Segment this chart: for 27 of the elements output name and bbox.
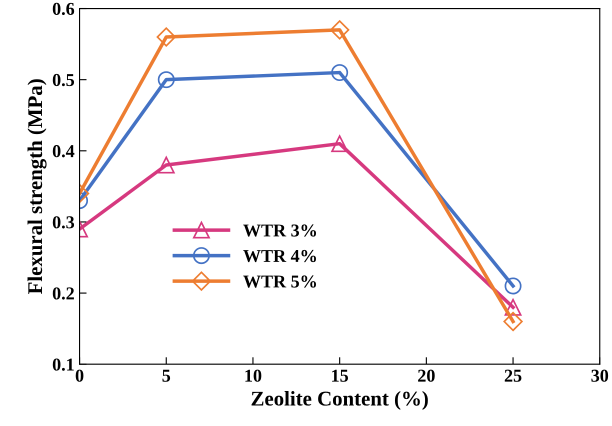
y-tick-label: 0.2 — [52, 287, 74, 300]
y-tick-label: 0.1 — [52, 358, 74, 371]
x-tick-label: 5 — [162, 370, 170, 382]
x-tick-label: 0 — [76, 370, 84, 382]
x-axis-title: Zeolite Content (%) — [252, 391, 428, 410]
point — [504, 278, 522, 294]
point — [331, 64, 348, 82]
point — [331, 135, 348, 152]
x-tick-label: 10 — [245, 370, 262, 382]
point — [156, 27, 176, 47]
legend-label: WTR 3% — [243, 224, 316, 237]
point — [503, 312, 523, 332]
x-tick-label: 20 — [418, 370, 435, 382]
x-tick-label: 25 — [504, 370, 522, 382]
point — [158, 71, 175, 88]
x-tick-label: 15 — [332, 370, 348, 382]
y-tick-label: 0.4 — [52, 145, 74, 158]
y-axis-title: Flexural strength (MPa) — [28, 79, 47, 294]
y-tick-label: 0.3 — [52, 216, 74, 228]
point — [504, 298, 522, 316]
legend-label: WTR 5% — [243, 275, 316, 288]
y-tick-label: 0.5 — [52, 74, 74, 86]
point — [330, 20, 350, 40]
x-tick-label: 30 — [591, 370, 608, 382]
legend-label: WTR 4% — [243, 250, 316, 262]
y-tick-label: 0.6 — [52, 2, 74, 16]
point — [158, 156, 175, 174]
